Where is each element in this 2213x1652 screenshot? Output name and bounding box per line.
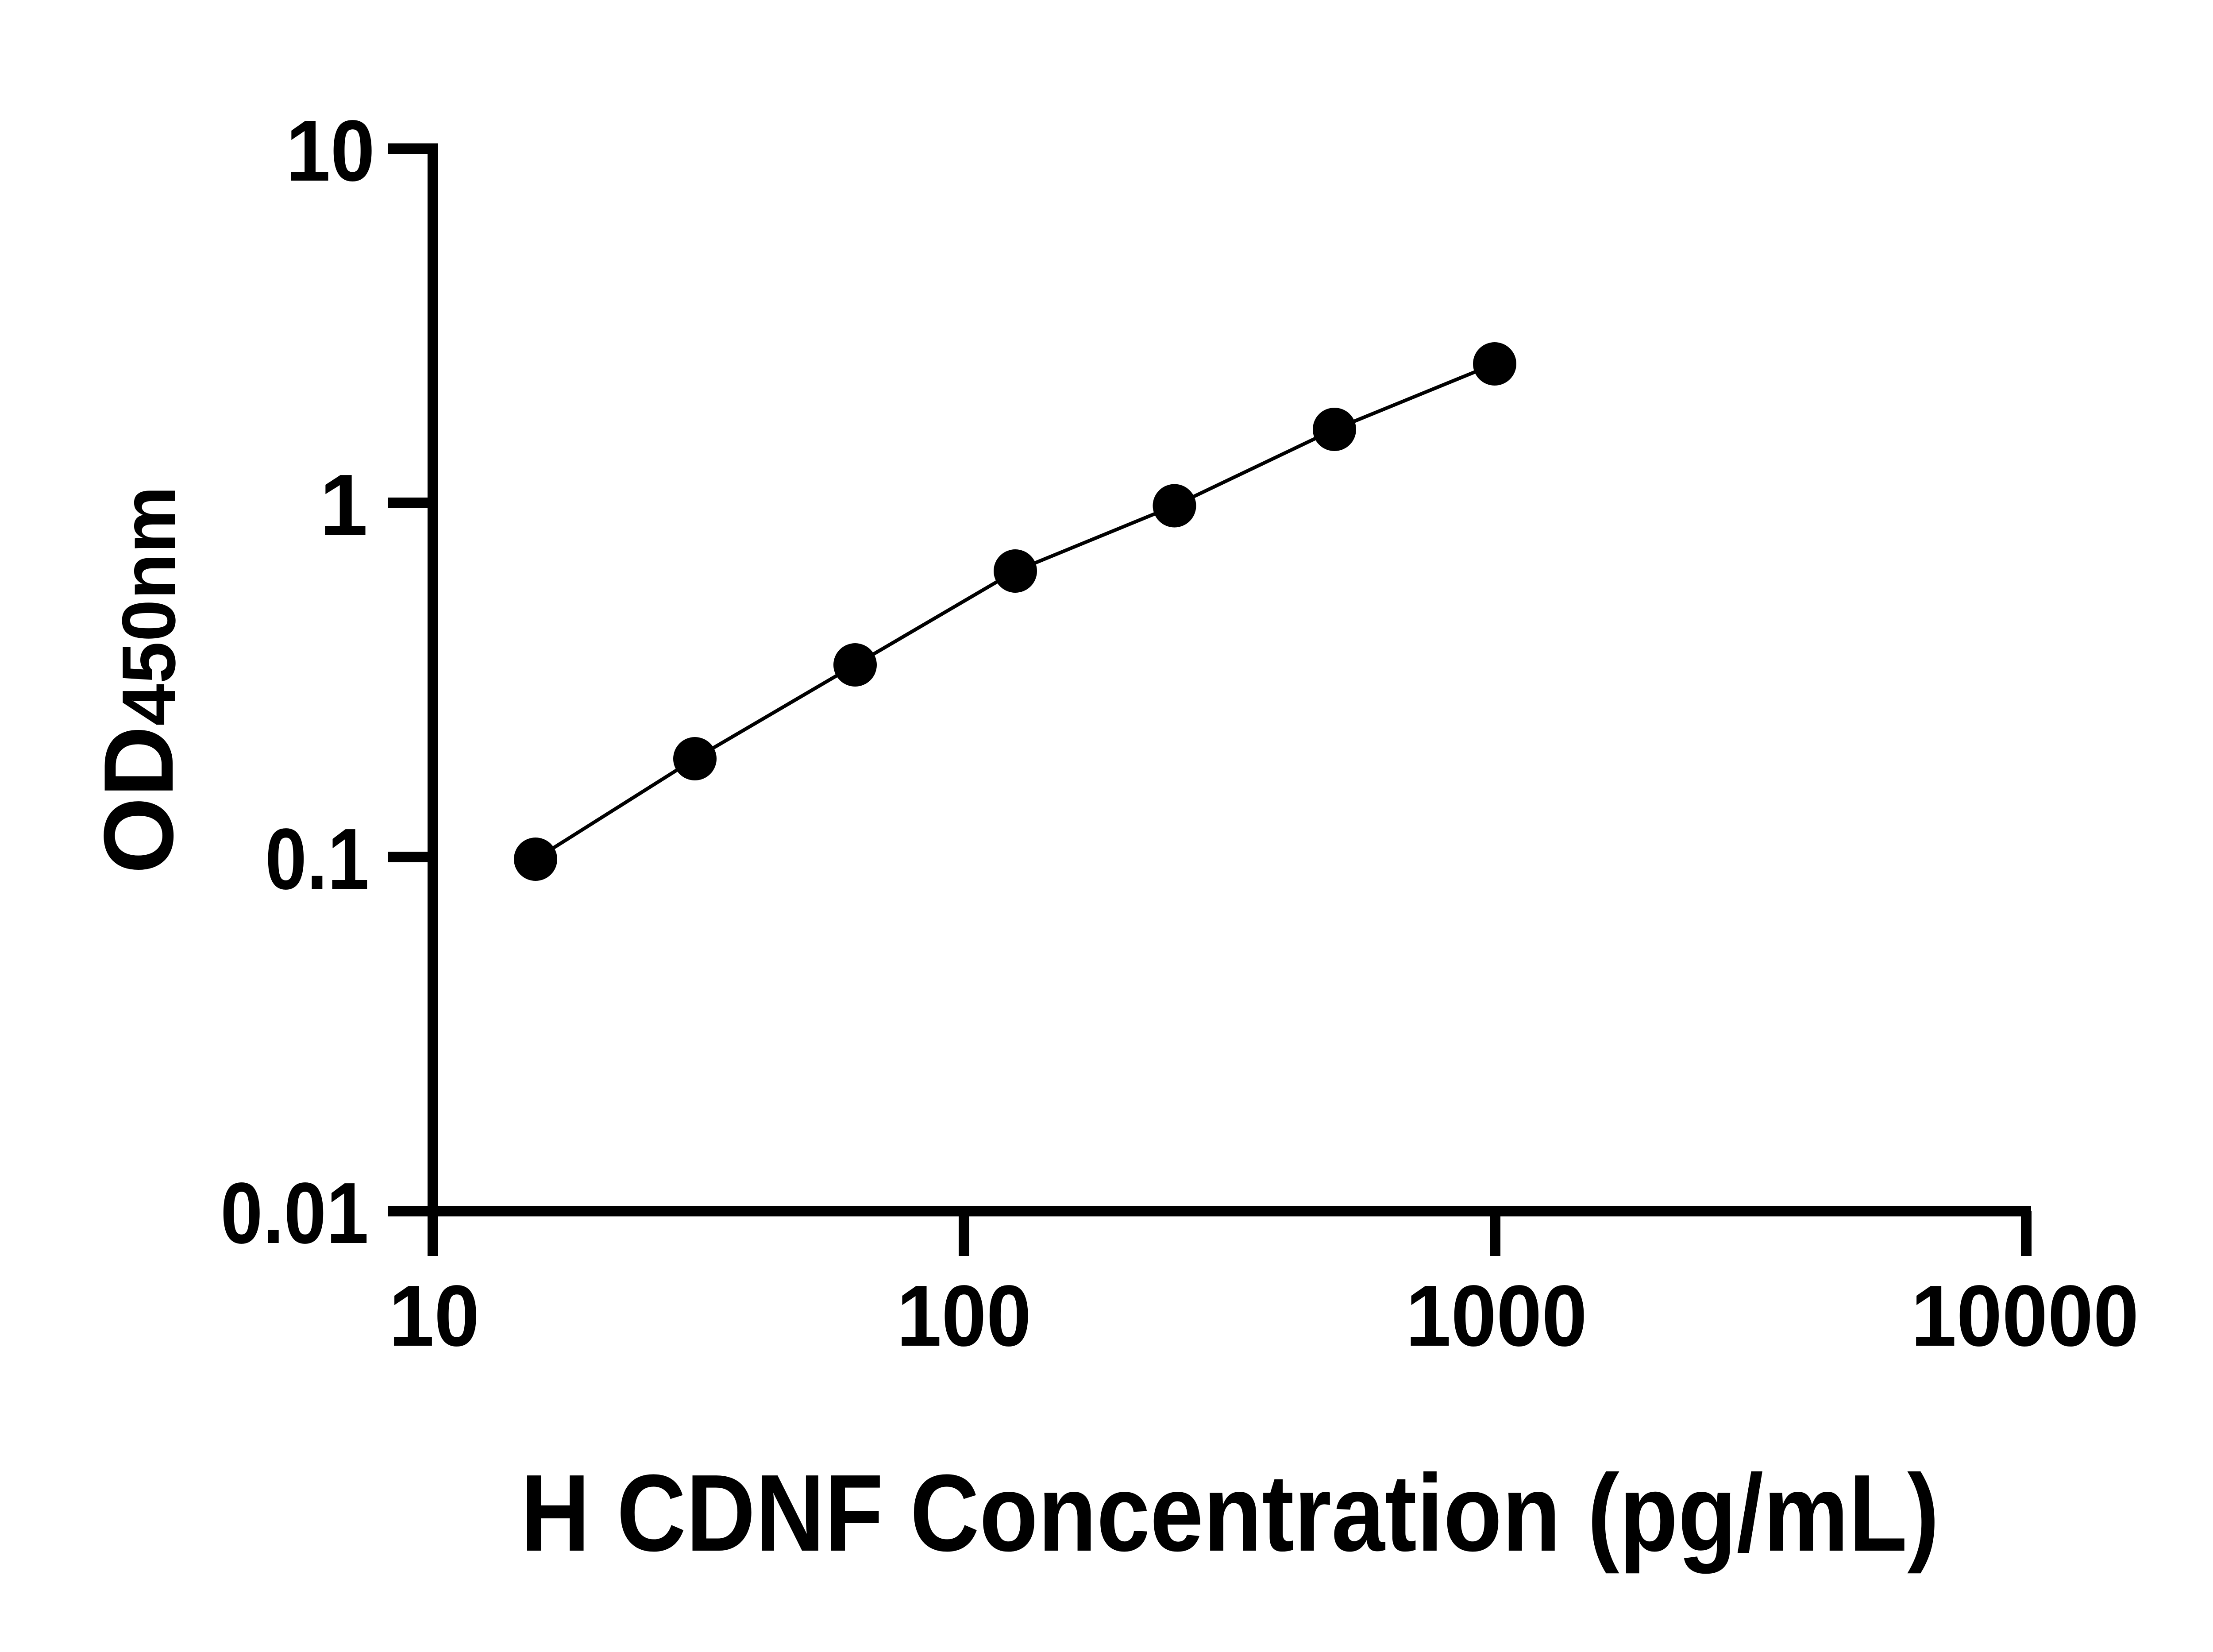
svg-text:10000: 10000 bbox=[1911, 1267, 2139, 1364]
svg-text:H CDNF Concentration (pg/mL): H CDNF Concentration (pg/mL) bbox=[521, 1452, 1939, 1574]
svg-text:0.1: 0.1 bbox=[265, 811, 369, 907]
svg-text:0.01: 0.01 bbox=[220, 1165, 369, 1262]
svg-text:1000: 1000 bbox=[1406, 1267, 1587, 1364]
svg-text:1: 1 bbox=[320, 456, 368, 553]
svg-text:100: 100 bbox=[897, 1267, 1031, 1364]
svg-text:OD450nm: OD450nm bbox=[84, 486, 194, 874]
svg-text:10: 10 bbox=[389, 1267, 480, 1364]
svg-text:10: 10 bbox=[286, 102, 375, 199]
